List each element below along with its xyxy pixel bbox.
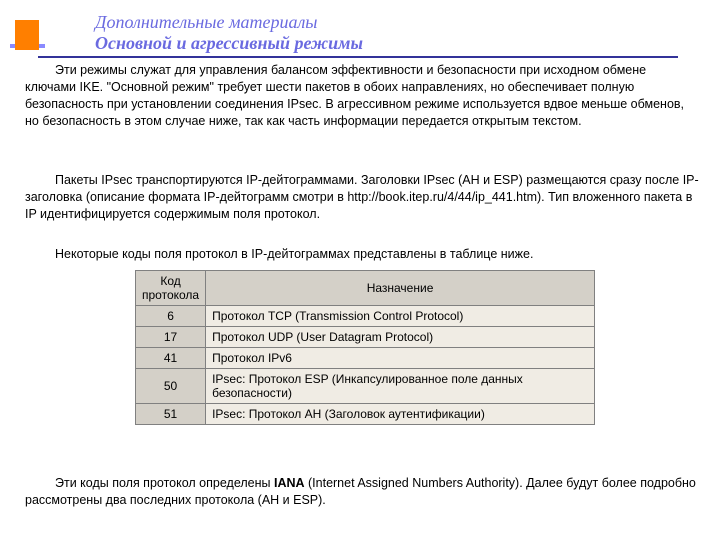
- header-underline: [38, 56, 678, 58]
- cell-code: 6: [136, 306, 206, 327]
- cell-desc: Протокол UDP (User Datagram Protocol): [206, 327, 595, 348]
- paragraph-2: Пакеты IPsec транспортируются IP-дейтогр…: [25, 172, 700, 223]
- col-code-header: Код протокола: [136, 271, 206, 306]
- slide-header: Дополнительные материалы Основной и агре…: [95, 12, 363, 54]
- table-header-row: Код протокола Назначение: [136, 271, 595, 306]
- cell-desc: IPsec: Протокол AH (Заголовок аутентифик…: [206, 404, 595, 425]
- paragraph-3: Некоторые коды поля протокол в IP-дейтог…: [25, 246, 700, 263]
- table-row: 17 Протокол UDP (User Datagram Protocol): [136, 327, 595, 348]
- cell-desc: Протокол IPv6: [206, 348, 595, 369]
- cell-code: 17: [136, 327, 206, 348]
- table-row: 50 IPsec: Протокол ESP (Инкапсулированно…: [136, 369, 595, 404]
- table-row: 51 IPsec: Протокол AH (Заголовок аутенти…: [136, 404, 595, 425]
- col-desc-header: Назначение: [206, 271, 595, 306]
- paragraph-1-text: Эти режимы служат для управления балансо…: [25, 63, 684, 128]
- paragraph-4-bold: IANA: [274, 476, 305, 490]
- cell-code: 50: [136, 369, 206, 404]
- table-row: 6 Протокол TCP (Transmission Control Pro…: [136, 306, 595, 327]
- cell-code: 51: [136, 404, 206, 425]
- cell-desc: IPsec: Протокол ESP (Инкапсулированное п…: [206, 369, 595, 404]
- cell-desc: Протокол TCP (Transmission Control Proto…: [206, 306, 595, 327]
- protocol-table: Код протокола Назначение 6 Протокол TCP …: [135, 270, 595, 425]
- header-subtitle: Дополнительные материалы: [95, 12, 363, 33]
- paragraph-4-pre: Эти коды поля протокол определены: [55, 476, 274, 490]
- paragraph-4: Эти коды поля протокол определены IANA (…: [25, 475, 700, 509]
- decor-orange-square: [15, 20, 39, 50]
- header-title: Основной и агрессивный режимы: [95, 33, 363, 54]
- paragraph-2-text: Пакеты IPsec транспортируются IP-дейтогр…: [25, 173, 699, 221]
- table-row: 41 Протокол IPv6: [136, 348, 595, 369]
- cell-code: 41: [136, 348, 206, 369]
- paragraph-1: Эти режимы служат для управления балансо…: [25, 62, 700, 130]
- paragraph-3-text: Некоторые коды поля протокол в IP-дейтог…: [55, 247, 533, 261]
